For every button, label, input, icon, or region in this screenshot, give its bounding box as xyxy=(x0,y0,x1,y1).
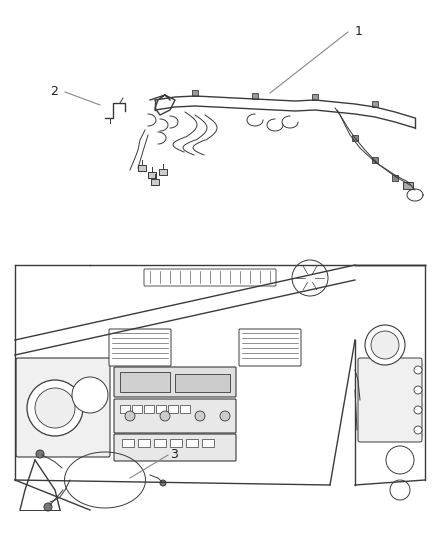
Circle shape xyxy=(414,386,422,394)
Bar xyxy=(312,94,318,100)
Circle shape xyxy=(27,380,83,436)
Bar xyxy=(372,157,378,163)
Circle shape xyxy=(292,260,328,296)
Circle shape xyxy=(44,503,52,511)
Bar xyxy=(202,439,214,447)
Text: 1: 1 xyxy=(355,25,363,38)
FancyBboxPatch shape xyxy=(16,358,110,457)
Text: 3: 3 xyxy=(170,448,178,461)
Bar xyxy=(138,165,146,171)
Bar xyxy=(252,93,258,99)
Circle shape xyxy=(390,480,410,500)
Circle shape xyxy=(160,411,170,421)
Bar xyxy=(352,135,358,141)
Bar xyxy=(159,169,167,175)
Bar xyxy=(120,405,130,413)
FancyBboxPatch shape xyxy=(144,269,276,286)
Bar xyxy=(122,439,134,447)
Bar xyxy=(372,101,378,107)
Circle shape xyxy=(195,411,205,421)
Bar xyxy=(144,405,154,413)
Circle shape xyxy=(36,450,44,458)
Bar xyxy=(156,405,166,413)
Bar xyxy=(175,374,230,392)
Circle shape xyxy=(371,331,399,359)
FancyBboxPatch shape xyxy=(239,329,301,366)
Circle shape xyxy=(160,480,166,486)
Bar xyxy=(403,182,413,189)
FancyBboxPatch shape xyxy=(114,434,236,461)
Circle shape xyxy=(125,411,135,421)
Bar xyxy=(168,405,178,413)
Circle shape xyxy=(414,366,422,374)
Circle shape xyxy=(220,411,230,421)
Bar xyxy=(120,372,170,392)
Bar xyxy=(138,439,150,447)
Circle shape xyxy=(72,377,108,413)
FancyBboxPatch shape xyxy=(358,358,422,442)
Circle shape xyxy=(414,426,422,434)
Bar xyxy=(132,405,142,413)
Bar xyxy=(392,175,398,181)
Text: 2: 2 xyxy=(50,85,58,98)
Circle shape xyxy=(386,446,414,474)
Circle shape xyxy=(35,388,75,428)
Bar xyxy=(151,179,159,185)
Bar xyxy=(170,439,182,447)
FancyBboxPatch shape xyxy=(114,399,236,433)
Bar xyxy=(154,439,166,447)
FancyBboxPatch shape xyxy=(109,329,171,366)
Circle shape xyxy=(414,406,422,414)
Bar xyxy=(192,90,198,96)
Circle shape xyxy=(365,325,405,365)
Bar xyxy=(148,172,156,178)
FancyBboxPatch shape xyxy=(114,367,236,397)
Bar xyxy=(186,439,198,447)
Bar xyxy=(180,405,190,413)
